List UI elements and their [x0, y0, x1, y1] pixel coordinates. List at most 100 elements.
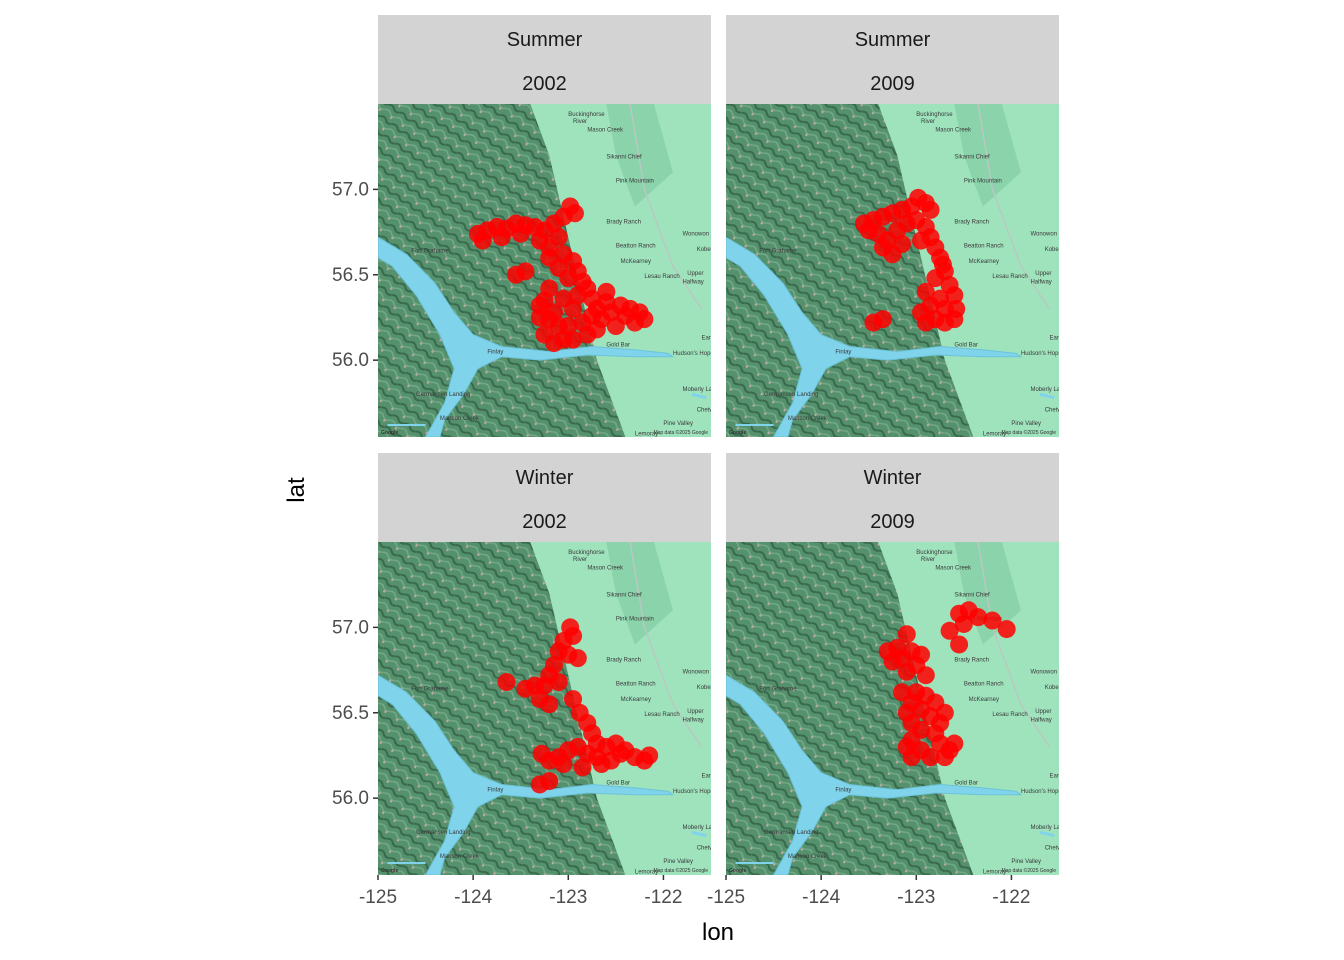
map-credit-google: Google: [381, 868, 398, 874]
data-point: [583, 306, 602, 325]
x-tick-label: -123: [897, 887, 935, 908]
map-credit-data: Map data ©2025 Google: [653, 429, 708, 436]
data-point: [564, 330, 583, 349]
facet-strip: [726, 15, 1059, 104]
data-point: [950, 635, 969, 654]
place-label: Pink Mountain: [964, 179, 1002, 185]
place-label: River: [921, 557, 935, 563]
map-credit-data: Map data ©2025 Google: [653, 867, 708, 874]
place-label: Earl Cr: [1049, 774, 1068, 780]
facet-year-label: 2002: [522, 511, 567, 533]
place-label: River: [573, 119, 587, 125]
place-label: Buckinghorse: [568, 550, 605, 556]
place-label: Gold Bar: [954, 780, 978, 786]
place-label: Wonowon: [1030, 669, 1057, 675]
data-point: [587, 320, 606, 339]
facet-season-label: Winter: [516, 467, 574, 489]
data-point: [912, 231, 931, 250]
place-label: River: [921, 119, 935, 125]
place-label: Finlay: [487, 349, 503, 355]
place-label: Earl Cr: [701, 336, 720, 342]
place-label: Lemoray: [983, 869, 1006, 875]
data-point: [532, 744, 551, 763]
place-label: Moberly Lake: [682, 825, 719, 831]
y-axis-title: lat: [283, 477, 310, 503]
data-point: [564, 690, 583, 709]
y-tick-label: 56.5: [332, 265, 369, 286]
place-label: Lemoray: [635, 431, 658, 437]
y-tick-label: 57.0: [332, 617, 369, 638]
place-label: Beatton Ranch: [964, 243, 1004, 249]
data-point: [549, 673, 568, 692]
place-label: Gold Bar: [606, 342, 630, 348]
place-label: Upper: [1035, 271, 1051, 277]
place-label: Sikanni Chief: [954, 593, 990, 599]
map-credit-google: Google: [729, 430, 746, 436]
data-point: [568, 649, 587, 668]
place-label: Upper: [687, 709, 703, 715]
place-label: Brady Ranch: [606, 220, 641, 226]
place-label: Halfway: [1030, 717, 1051, 723]
place-label: Lesau Ranch: [644, 712, 679, 718]
data-point: [473, 231, 492, 250]
place-label: Manson Creek: [788, 416, 828, 422]
data-point: [873, 238, 892, 257]
facet-season-label: Summer: [507, 29, 583, 51]
lake-shape: [726, 236, 1023, 437]
place-label: McKearney: [621, 697, 651, 703]
data-point: [506, 265, 525, 284]
place-label: Buckinghorse: [568, 112, 605, 118]
data-point: [540, 248, 559, 267]
data-point: [997, 620, 1016, 639]
place-label: Pink Mountain: [616, 179, 654, 185]
place-label: Moberly Lake: [1030, 387, 1067, 393]
place-label: Fort Grahame: [411, 249, 449, 255]
place-label: Pine Valley: [1011, 859, 1041, 865]
x-tick-label: -125: [359, 887, 397, 908]
place-label: McKearney: [621, 259, 651, 265]
data-point: [540, 772, 559, 791]
place-label: Hudson's Hope: [1021, 789, 1063, 795]
points-summer-2002: [468, 197, 654, 353]
place-label: Wonowon: [682, 231, 709, 237]
place-label: Halfway: [682, 279, 703, 285]
map-credit-google: Google: [381, 430, 398, 436]
points-summer-2009: [854, 188, 966, 332]
place-label: Germansen Landing: [764, 830, 818, 836]
place-label: Brady Ranch: [954, 220, 989, 226]
place-label: Brady Ranch: [606, 658, 641, 664]
axes-layer: 56.0 56.5 57.0 56.0 56.5 57.0 -125 -124 -123 -122…: [332, 179, 1030, 908]
place-label: Manson Creek: [788, 854, 828, 860]
place-label: Moberly Lake: [682, 387, 719, 393]
y-tick-label: 57.0: [332, 179, 369, 200]
place-label: Lemoray: [983, 431, 1006, 437]
data-point: [587, 748, 606, 767]
place-label: Chetwynd: [1045, 407, 1072, 413]
place-label: Lesau Ranch: [992, 274, 1027, 280]
place-label: Lesau Ranch: [644, 274, 679, 280]
place-label: Wonowon: [1030, 231, 1057, 237]
place-label: Earl Cr: [701, 774, 720, 780]
place-label: Lesau Ranch: [992, 712, 1027, 718]
data-point: [921, 200, 940, 219]
data-point: [573, 758, 592, 777]
data-point: [954, 614, 973, 633]
place-label: River: [573, 557, 587, 563]
place-label: Chetwynd: [1045, 845, 1072, 851]
place-label: Fort Grahame: [759, 687, 797, 693]
data-point: [935, 703, 954, 722]
facet-strip: [378, 15, 711, 104]
place-label: Germansen Landing: [764, 392, 818, 398]
place-label: Buckinghorse: [916, 550, 953, 556]
map-credit-data: Map data ©2025 Google: [1001, 429, 1056, 436]
map-credit-google: Google: [729, 868, 746, 874]
place-label: Sikanni Chief: [606, 593, 642, 599]
data-point: [492, 228, 511, 247]
place-label: Mason Creek: [587, 127, 624, 133]
place-label: Beatton Ranch: [964, 681, 1004, 687]
x-tick-label: -122: [992, 887, 1030, 908]
